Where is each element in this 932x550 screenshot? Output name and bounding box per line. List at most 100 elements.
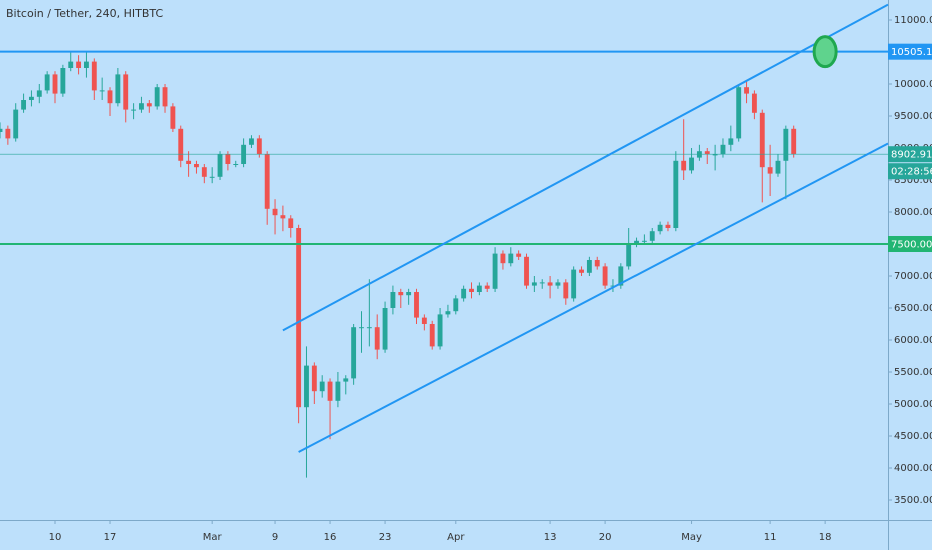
candle-body — [492, 253, 498, 289]
candle-body — [775, 160, 781, 174]
candle-body — [178, 128, 184, 161]
countdown-box — [888, 163, 932, 180]
candle-body — [681, 160, 687, 171]
candle-body — [594, 260, 600, 267]
candle-body — [84, 61, 89, 68]
candle-body — [516, 253, 522, 257]
candle-body — [469, 288, 474, 292]
x-tick-label: 18 — [819, 532, 832, 543]
candle-body — [0, 128, 3, 132]
candle-body — [728, 138, 734, 145]
candle-body — [44, 74, 50, 91]
x-tick-label: Apr — [447, 532, 465, 543]
x-tick-label: 17 — [104, 532, 117, 543]
x-tick-label: 23 — [379, 532, 392, 543]
candle-body — [563, 282, 569, 299]
candle-body — [123, 74, 129, 110]
candle-body — [555, 282, 561, 286]
candle-body — [170, 106, 176, 129]
y-tick-label: 8500.00 — [894, 175, 932, 186]
candle-body — [186, 160, 192, 164]
candle-body — [343, 378, 349, 382]
candle-body — [5, 128, 11, 139]
candle-body — [626, 244, 632, 267]
candle-body — [547, 282, 553, 286]
x-tick-label: 20 — [599, 532, 612, 543]
chart-title: Bitcoin / Tether, 240, HITBTC — [6, 7, 163, 20]
candle-body — [311, 365, 317, 392]
candle-body — [115, 74, 121, 104]
candle-body — [319, 381, 325, 392]
candle-body — [445, 311, 451, 315]
candle-body — [288, 218, 294, 228]
candle-body — [28, 96, 34, 100]
candle-body — [162, 87, 168, 107]
candle-body — [359, 327, 364, 329]
candle-body — [272, 208, 278, 216]
candle-body — [531, 282, 537, 286]
candle-body — [767, 167, 773, 174]
candle-body — [712, 154, 718, 156]
candle-body — [437, 314, 443, 347]
y-tick-label: 6500.00 — [894, 303, 932, 314]
y-tick-label: 11000.00 — [894, 15, 932, 26]
trend-line — [298, 142, 889, 453]
candle-body — [736, 87, 742, 139]
candle-body — [673, 160, 679, 228]
y-tick-label: 6000.00 — [894, 335, 932, 346]
price-label: 7500.00 — [891, 240, 932, 251]
y-tick-label: 10000.00 — [894, 79, 932, 90]
candle-body — [296, 228, 302, 408]
candle-body — [461, 288, 467, 299]
candle-body — [508, 253, 514, 264]
candle-body — [146, 103, 152, 107]
candle-body — [586, 260, 592, 273]
countdown-label: 02:28:56 — [891, 167, 932, 178]
y-tick-label: 9500.00 — [894, 111, 932, 122]
candle-body — [618, 266, 624, 286]
candle-body — [751, 93, 757, 113]
candle-body — [91, 61, 97, 91]
candle-body — [335, 381, 341, 401]
candle-body — [500, 253, 506, 264]
x-tick-label: May — [681, 532, 702, 543]
y-tick-label: 3500.00 — [894, 495, 932, 506]
candle-body — [21, 100, 27, 110]
candle-body — [52, 74, 58, 94]
candle-body — [351, 327, 357, 379]
x-tick-label: 11 — [764, 532, 777, 543]
candle-body — [657, 224, 663, 232]
candle-body — [217, 154, 223, 177]
y-tick-label: 5000.00 — [894, 399, 932, 410]
candle-body — [602, 266, 608, 286]
candle-body — [382, 308, 388, 350]
candle-body — [406, 292, 412, 296]
price-label: 8902.91 — [891, 150, 932, 161]
candle-body — [374, 327, 380, 350]
x-tick-label: 9 — [272, 532, 278, 543]
y-tick-label: 7000.00 — [894, 271, 932, 282]
y-tick-label: 4000.00 — [894, 463, 932, 474]
candle-body — [421, 317, 427, 324]
candle-body — [744, 87, 749, 94]
candle-body — [759, 112, 765, 168]
x-tick-label: Mar — [203, 532, 223, 543]
candle-body — [131, 109, 137, 111]
y-tick-label: 5500.00 — [894, 367, 932, 378]
candle-body — [704, 151, 710, 155]
candle-body — [280, 215, 286, 219]
x-tick-label: 10 — [49, 532, 62, 543]
candle-body — [453, 298, 459, 312]
candle-body — [398, 292, 404, 296]
candle-body — [107, 90, 113, 104]
candle-body — [139, 103, 144, 110]
candle-body — [201, 167, 207, 177]
candle-body — [579, 269, 584, 273]
candle-body — [634, 240, 639, 244]
candle-body — [641, 240, 647, 242]
candle-body — [390, 292, 396, 308]
y-tick-label: 8000.00 — [894, 207, 932, 218]
candle-body — [689, 157, 694, 171]
x-tick-label: 16 — [324, 532, 337, 543]
